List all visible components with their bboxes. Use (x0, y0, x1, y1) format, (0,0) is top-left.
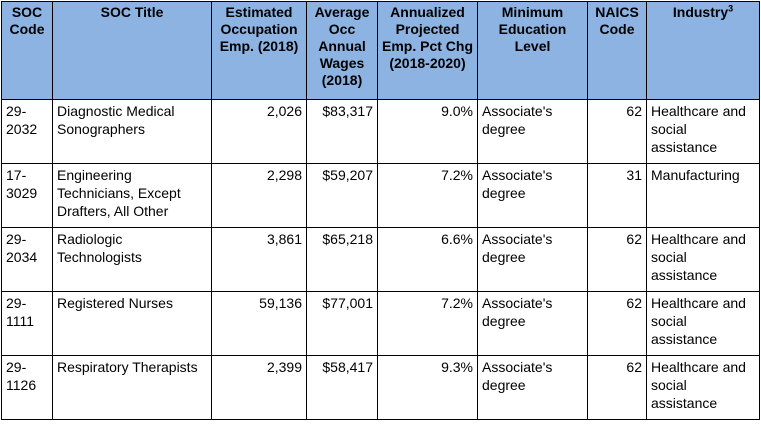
header-projected-change: Annualized Projected Emp. Pct Chg (2018-… (377, 1, 478, 100)
soc-title-cell: Respiratory Therapists (52, 355, 212, 420)
wage-cell: $58,417 (306, 355, 378, 420)
soc-code-cell: 29-2032 (1, 99, 53, 164)
employment-cell: 2,298 (211, 163, 307, 228)
naics-cell: 31 (587, 163, 647, 228)
soc-code-cell: 17-3029 (1, 163, 53, 228)
table-row: 17-3029 Engineering Technicians, Except … (1, 163, 760, 228)
soc-title-cell: Radiologic Technologists (52, 227, 212, 292)
soc-code-cell: 29-1126 (1, 355, 53, 420)
industry-cell: Manufacturing (646, 163, 760, 228)
naics-cell: 62 (587, 355, 647, 420)
percent-change-cell: 9.0% (377, 99, 478, 164)
percent-change-cell: 9.3% (377, 355, 478, 420)
header-soc-code: SOC Code (1, 1, 53, 100)
header-education-level: Minimum Education Level (477, 1, 588, 100)
education-cell: Associate's degree (477, 355, 588, 420)
naics-cell: 62 (587, 291, 647, 356)
header-estimated-employment: Estimated Occupation Emp. (2018) (211, 1, 307, 100)
wage-cell: $59,207 (306, 163, 378, 228)
wage-cell: $65,218 (306, 227, 378, 292)
industry-cell: Healthcare and social assistance (646, 99, 760, 164)
table-row: 29-1126 Respiratory Therapists 2,399 $58… (1, 355, 760, 420)
soc-code-cell: 29-2034 (1, 227, 53, 292)
percent-change-cell: 7.2% (377, 163, 478, 228)
soc-title-cell: Diagnostic Medical Sonographers (52, 99, 212, 164)
education-cell: Associate's degree (477, 291, 588, 356)
header-row: SOC Code SOC Title Estimated Occupation … (1, 1, 760, 100)
header-soc-title: SOC Title (52, 1, 212, 100)
table-row: 29-2032 Diagnostic Medical Sonographers … (1, 99, 760, 164)
naics-cell: 62 (587, 227, 647, 292)
industry-cell: Healthcare and social assistance (646, 355, 760, 420)
percent-change-cell: 7.2% (377, 291, 478, 356)
soc-code-cell: 29-1111 (1, 291, 53, 356)
industry-footnote-marker: 3 (728, 3, 734, 14)
occupation-table: SOC Code SOC Title Estimated Occupation … (1, 1, 760, 420)
table-row: 29-2034 Radiologic Technologists 3,861 $… (1, 227, 760, 292)
header-average-wages: Average Occ Annual Wages (2018) (306, 1, 378, 100)
education-cell: Associate's degree (477, 163, 588, 228)
naics-cell: 62 (587, 99, 647, 164)
header-industry: Industry3 (646, 1, 760, 100)
industry-cell: Healthcare and social assistance (646, 291, 760, 356)
percent-change-cell: 6.6% (377, 227, 478, 292)
education-cell: Associate's degree (477, 227, 588, 292)
header-naics-code: NAICS Code (587, 1, 647, 100)
wage-cell: $83,317 (306, 99, 378, 164)
employment-cell: 59,136 (211, 291, 307, 356)
employment-cell: 2,026 (211, 99, 307, 164)
soc-title-cell: Registered Nurses (52, 291, 212, 356)
table-row: 29-1111 Registered Nurses 59,136 $77,001… (1, 291, 760, 356)
soc-title-cell: Engineering Technicians, Except Drafters… (52, 163, 212, 228)
header-industry-label: Industry (672, 4, 729, 20)
industry-cell: Healthcare and social assistance (646, 227, 760, 292)
employment-cell: 3,861 (211, 227, 307, 292)
education-cell: Associate's degree (477, 99, 588, 164)
wage-cell: $77,001 (306, 291, 378, 356)
employment-cell: 2,399 (211, 355, 307, 420)
